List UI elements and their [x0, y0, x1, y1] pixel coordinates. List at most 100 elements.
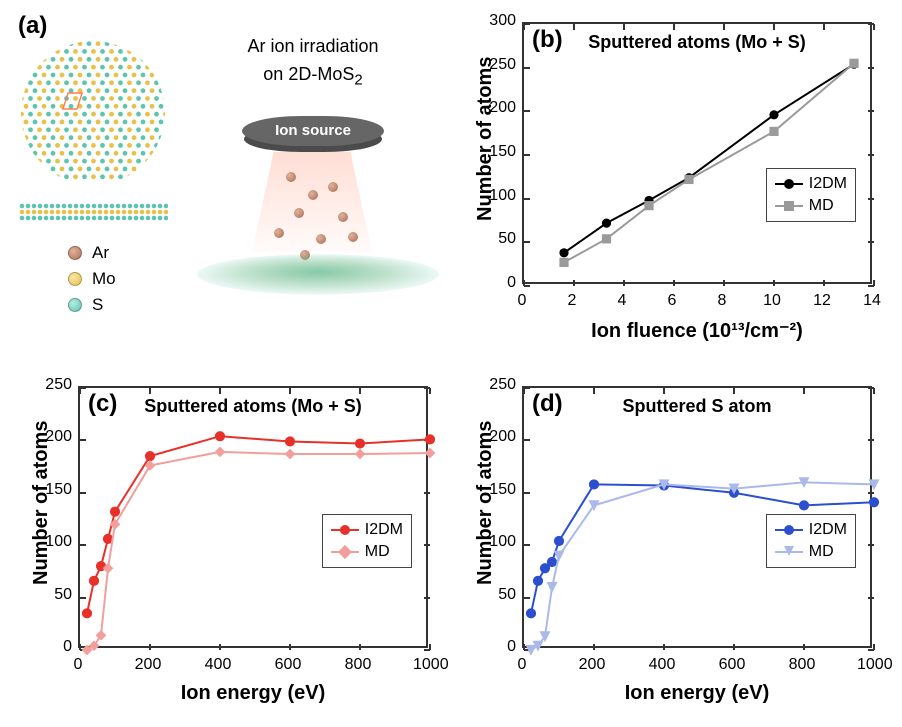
data-marker — [590, 480, 599, 489]
y-tick: 200 — [472, 428, 516, 446]
panel-a-label: (a) — [18, 12, 47, 40]
irradiation-schematic: Ar ion irradiation on 2D-MoS2 Ion source — [188, 32, 438, 318]
data-marker — [216, 432, 225, 441]
legend-marker-icon — [338, 545, 352, 559]
ar-ion-icon — [286, 172, 296, 182]
x-tick: 800 — [787, 656, 817, 674]
x-tick: 200 — [577, 656, 607, 674]
legend: I2DM MD — [766, 168, 856, 222]
data-marker — [560, 258, 568, 266]
plot-svg — [524, 24, 870, 282]
s-swatch — [68, 298, 82, 312]
legend-row: I2DM — [775, 173, 847, 195]
legend-row: MD — [775, 195, 847, 217]
legend-marker-icon — [784, 546, 794, 556]
y-tick: 150 — [472, 481, 516, 499]
legend-line-icon — [331, 551, 359, 553]
y-tick: 100 — [28, 533, 72, 551]
legend-row: MD — [331, 541, 403, 563]
legend-label: I2DM — [365, 521, 403, 539]
y-tick: 200 — [472, 99, 516, 117]
legend-line-icon — [775, 183, 803, 185]
data-marker — [356, 450, 365, 459]
ar-ion-icon — [338, 212, 348, 222]
data-marker — [286, 437, 295, 446]
schematic-title: Ar ion irradiation on 2D-MoS2 — [188, 32, 438, 95]
data-marker — [870, 498, 879, 507]
atom-legend: Ar Mo S — [68, 240, 116, 318]
y-tick: 150 — [472, 143, 516, 161]
legend-s-label: S — [92, 292, 103, 318]
x-tick: 12 — [807, 292, 837, 310]
x-tick: 0 — [507, 656, 537, 674]
legend-line-icon — [331, 529, 359, 531]
legend-line-icon — [775, 551, 803, 553]
legend-line-icon — [775, 205, 803, 207]
legend-marker-icon — [784, 201, 794, 211]
x-tick: 600 — [717, 656, 747, 674]
y-tick: 50 — [28, 586, 72, 604]
legend-marker-icon — [784, 525, 794, 535]
figure: (a) Ar Mo S — [0, 0, 902, 727]
legend-label: I2DM — [809, 521, 847, 539]
x-tick: 0 — [507, 292, 537, 310]
x-axis-label: Ion fluence (10¹³/cm⁻²) — [522, 318, 872, 343]
data-marker — [426, 448, 435, 457]
y-tick: 50 — [472, 586, 516, 604]
y-tick: 50 — [472, 230, 516, 248]
chart-title: Sputtered S atom — [522, 396, 872, 417]
legend-s: S — [68, 292, 116, 318]
schematic-title-sub: 2 — [354, 72, 362, 89]
y-tick: 250 — [472, 56, 516, 74]
ar-ion-icon — [308, 190, 318, 200]
y-tick: 100 — [472, 533, 516, 551]
lattice-top-view — [18, 38, 168, 188]
x-tick: 4 — [607, 292, 637, 310]
y-tick: 250 — [28, 376, 72, 394]
ar-ion-icon — [316, 234, 326, 244]
x-tick: 1000 — [413, 656, 443, 674]
mo-swatch — [68, 272, 82, 286]
legend-mo: Mo — [68, 266, 116, 292]
legend-mo-label: Mo — [92, 266, 116, 292]
x-tick: 8 — [707, 292, 737, 310]
y-tick: 0 — [472, 274, 516, 292]
plot-area: I2DM MD — [78, 386, 428, 648]
y-tick: 150 — [28, 481, 72, 499]
legend-label: MD — [809, 197, 834, 215]
data-marker — [534, 576, 543, 585]
legend-marker-icon — [340, 525, 350, 535]
legend-ar-label: Ar — [92, 240, 109, 266]
panel-d: I2DMMD(d)Sputtered S atomNumber of atoms… — [452, 368, 892, 710]
legend-label: MD — [809, 543, 834, 561]
legend-row: I2DM — [775, 519, 847, 541]
ar-ion-icon — [294, 208, 304, 218]
legend-row: MD — [775, 541, 847, 563]
data-marker — [548, 583, 557, 592]
data-marker — [426, 435, 435, 444]
panel-a: (a) Ar Mo S — [8, 8, 446, 318]
data-marker — [685, 175, 693, 183]
data-marker — [850, 59, 858, 67]
plot-area: I2DM MD — [522, 22, 872, 284]
data-marker — [146, 452, 155, 461]
lattice-side-view — [18, 198, 168, 226]
legend-label: MD — [365, 543, 390, 561]
legend-ar: Ar — [68, 240, 116, 266]
data-marker — [356, 439, 365, 448]
x-tick: 10 — [757, 292, 787, 310]
data-marker — [90, 576, 99, 585]
x-tick: 800 — [343, 656, 373, 674]
panel-b: I2DMMD(b)Sputtered atoms (Mo + S)Number … — [452, 4, 892, 346]
data-marker — [286, 450, 295, 459]
x-tick: 6 — [657, 292, 687, 310]
data-marker — [527, 609, 536, 618]
y-tick: 0 — [472, 638, 516, 656]
data-marker — [770, 111, 778, 119]
x-tick: 14 — [857, 292, 887, 310]
y-tick: 0 — [28, 638, 72, 656]
legend-line-icon — [775, 529, 803, 531]
x-tick: 400 — [647, 656, 677, 674]
y-tick: 250 — [472, 376, 516, 394]
x-tick: 1000 — [857, 656, 887, 674]
